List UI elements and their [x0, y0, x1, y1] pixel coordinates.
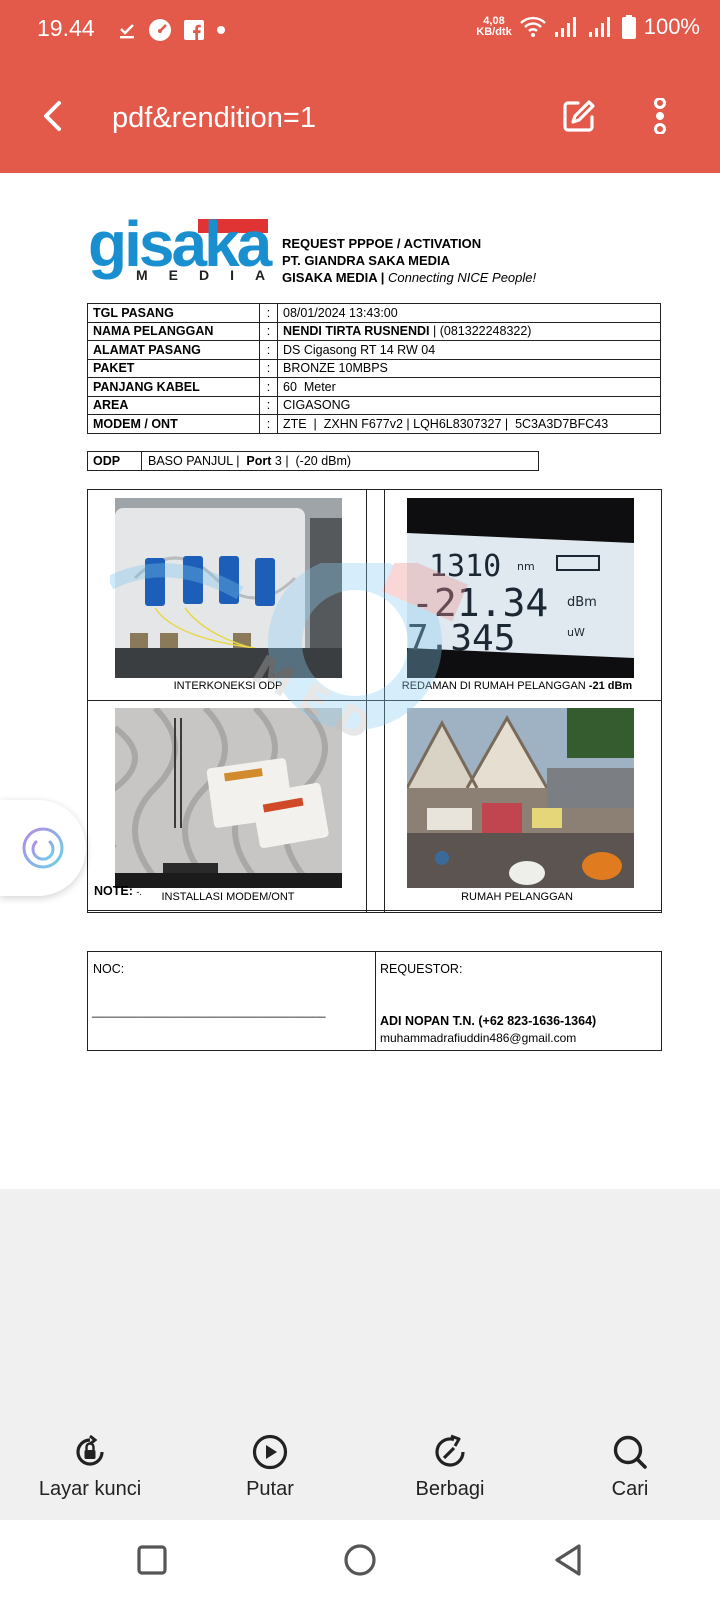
lock-screen-button[interactable]: Layar kunci	[0, 1410, 180, 1520]
battery-percent: 100%	[643, 14, 700, 39]
signal-icon-2	[588, 17, 610, 37]
back-button[interactable]	[28, 92, 76, 140]
app-title: pdf&rendition=1	[112, 102, 316, 134]
odp-label: ODP	[88, 452, 142, 470]
speedometer-icon	[149, 19, 171, 41]
photo-rumah-pelanggan	[407, 708, 634, 888]
photo-power-meter: 1310 nm -21.34 dBm 7.345 uW	[407, 498, 634, 678]
recents-button[interactable]	[130, 1538, 174, 1582]
svg-text:-21.34: -21.34	[411, 581, 548, 625]
header-line-1: REQUEST PPPOE / ACTIVATION	[282, 236, 482, 251]
customer-info-table: TGL PASANG:08/01/2024 13:43:00 NAMA PELA…	[87, 303, 661, 434]
noc-signature-line: ___________________________________	[92, 1004, 326, 1018]
photo-installasi-modem	[115, 708, 342, 888]
table-row: TGL PASANG:08/01/2024 13:43:00	[87, 303, 661, 323]
caption-installasi-modem: INSTALLASI MODEM/ONT	[161, 891, 295, 903]
svg-text:nm: nm	[517, 560, 535, 573]
edit-button[interactable]	[555, 92, 603, 140]
header-line-3: GISAKA MEDIA | Connecting NICE People!	[282, 270, 537, 285]
status-right: 4,08 KB/dtk 100%	[476, 14, 700, 40]
table-row: PANJANG KABEL:60 Meter	[87, 377, 661, 397]
table-row: PAKET: BRONZE 10MBPS	[87, 358, 661, 378]
gisaka-logo: gisaka MEDIA	[88, 208, 273, 289]
dot-icon	[217, 26, 225, 34]
search-icon	[613, 1435, 647, 1469]
facebook-icon	[184, 20, 204, 40]
odp-box: ODP BASO PANJUL | Port 3 | (-20 dBm)	[87, 451, 539, 471]
bottom-action-bar: Layar kunci Putar Berbagi Cari	[0, 1410, 720, 1520]
photo-grid: INTERKONEKSI ODP 1310 nm -21.34 dBm 7.34…	[87, 489, 662, 913]
more-options-button[interactable]	[636, 92, 684, 140]
pdf-page[interactable]: gisaka MEDIA REQUEST PPPOE / ACTIVATION …	[0, 173, 720, 1189]
download-done-icon	[120, 24, 134, 39]
odp-value: BASO PANJUL | Port 3 | (-20 dBm)	[148, 454, 352, 468]
share-icon	[435, 1434, 465, 1467]
system-nav-bar	[0, 1520, 720, 1600]
status-time: 19.44	[37, 15, 95, 41]
lock-rotate-icon	[76, 1434, 104, 1466]
caption-interkoneksi-odp: INTERKONEKSI ODP	[173, 680, 283, 692]
logo-word: gisaka	[88, 208, 272, 280]
svg-text:uW: uW	[567, 626, 585, 639]
power-icon	[22, 827, 64, 869]
floating-assist-button[interactable]	[0, 800, 86, 896]
back-nav-button[interactable]	[546, 1538, 590, 1582]
wifi-icon	[519, 16, 546, 37]
requestor-email: muhammadrafiuddin486@gmail.com	[380, 1031, 577, 1045]
document-header: gisaka MEDIA REQUEST PPPOE / ACTIVATION …	[88, 208, 668, 289]
table-row: MODEM / ONT: ZTE | ZXHN F677v2 | LQH6L830…	[87, 414, 661, 434]
share-button[interactable]: Berbagi	[360, 1410, 540, 1520]
signal-icon-1	[554, 17, 576, 37]
logo-red-accent	[198, 219, 268, 233]
header-text: REQUEST PPPOE / ACTIVATION PT. GIANDRA S…	[282, 235, 536, 286]
grid-divider	[375, 952, 376, 1050]
noc-label: NOC:	[93, 962, 125, 976]
circle-icon	[344, 1544, 376, 1576]
svg-text:dBm: dBm	[567, 595, 597, 610]
status-bar: 19.44 4,08 KB/dtk 100%	[0, 0, 720, 60]
home-button[interactable]	[338, 1538, 382, 1582]
notification-icons	[118, 18, 226, 42]
net-speed: 4,08 KB/dtk	[476, 15, 512, 38]
svg-text:7.345: 7.345	[407, 618, 515, 659]
caption-redaman: REDAMAN DI RUMAH PELANGGAN -21 dBm	[401, 680, 633, 692]
grid-divider	[366, 490, 367, 912]
play-icon	[252, 1434, 288, 1470]
more-vert-icon	[654, 98, 666, 134]
signature-box: NOC: ___________________________________…	[87, 951, 662, 1051]
requestor-label: REQUESTOR:	[380, 962, 463, 976]
back-arrow-icon	[44, 101, 61, 131]
table-row: AREA: CIGASONG	[87, 395, 661, 415]
note: NOTE: -.	[94, 884, 142, 898]
grid-divider	[384, 490, 385, 912]
play-button[interactable]: Putar	[180, 1410, 360, 1520]
logo-sub: MEDIA	[136, 267, 287, 283]
battery-icon	[621, 15, 636, 39]
grid-divider	[88, 700, 661, 701]
requestor-name: ADI NOPAN T.N. (+62 823-1636-1364)	[380, 1014, 597, 1028]
triangle-back-icon	[555, 1544, 581, 1576]
square-icon	[137, 1545, 167, 1575]
svg-text:1310: 1310	[429, 549, 501, 584]
table-row: ALAMAT PASANG: DS Cigasong RT 14 RW 04	[87, 340, 661, 360]
app-bar: pdf&rendition=1	[0, 60, 720, 173]
search-button[interactable]: Cari	[540, 1410, 720, 1520]
table-row: NAMA PELANGGAN: NENDI TIRTA RUSNENDI | (0…	[87, 321, 661, 341]
grid-divider	[88, 910, 661, 911]
photo-interkoneksi-odp	[115, 498, 342, 678]
caption-rumah-pelanggan: RUMAH PELANGGAN	[461, 891, 573, 903]
edit-icon	[563, 100, 595, 132]
header-line-2: PT. GIANDRA SAKA MEDIA	[282, 253, 451, 268]
